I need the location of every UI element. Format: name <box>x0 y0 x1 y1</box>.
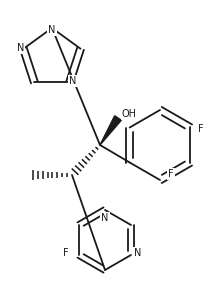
Text: N: N <box>69 76 76 86</box>
Text: N: N <box>17 43 24 53</box>
Polygon shape <box>100 116 121 145</box>
Text: N: N <box>134 248 141 258</box>
Text: F: F <box>168 169 174 179</box>
Text: N: N <box>48 25 56 35</box>
Text: OH: OH <box>122 109 137 119</box>
Text: F: F <box>63 248 69 258</box>
Text: F: F <box>198 124 204 135</box>
Text: N: N <box>101 213 109 223</box>
